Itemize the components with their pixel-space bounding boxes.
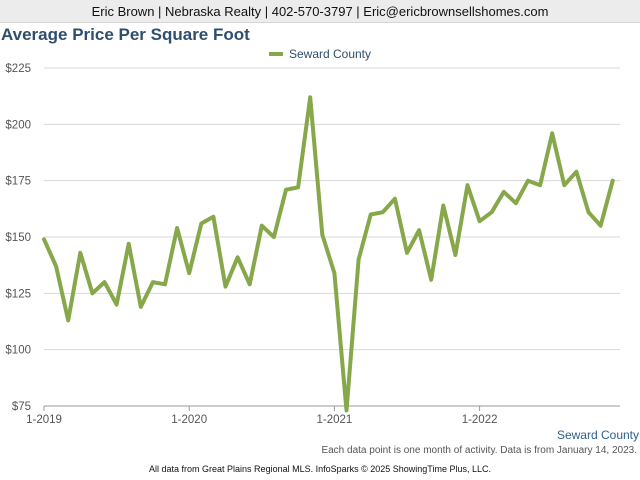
y-tick-label: $125 (5, 288, 31, 300)
y-axis: $75 $100 $125 $150 $175 $200 $225 (5, 63, 31, 413)
chart-legend[interactable]: Seward County (0, 46, 640, 62)
x-axis: 1-2019 1-2020 1-2021 1-2022 (26, 405, 620, 426)
data-point (562, 183, 566, 187)
data-point (187, 271, 191, 275)
legend-swatch (268, 52, 283, 56)
data-point (514, 201, 518, 205)
series-group (42, 95, 615, 413)
data-point (611, 179, 615, 183)
y-tick-label: $75 (12, 401, 31, 413)
data-point (42, 237, 46, 241)
contact-header: Eric Brown | Nebraska Realty | 402-570-3… (0, 0, 640, 23)
data-point (54, 264, 58, 268)
y-tick-label: $200 (5, 119, 31, 131)
y-tick-label: $225 (5, 63, 31, 75)
data-point (163, 282, 167, 286)
data-point (574, 170, 578, 174)
y-tick-label: $100 (5, 345, 31, 357)
data-point (103, 280, 107, 284)
data-point (211, 215, 215, 219)
data-point (587, 210, 591, 214)
data-point (502, 190, 506, 194)
chart-title: Average Price Per Square Foot (1, 25, 250, 44)
x-tick-label: 1-2022 (462, 414, 498, 426)
data-point (393, 197, 397, 201)
data-point (296, 185, 300, 189)
data-point (381, 210, 385, 214)
data-point (526, 179, 530, 183)
data-point (151, 280, 155, 284)
data-point (550, 131, 554, 135)
data-point (417, 228, 421, 232)
data-point (308, 95, 312, 99)
data-point (127, 242, 131, 246)
grid-lines (44, 67, 620, 407)
data-point (66, 318, 70, 322)
data-point (236, 255, 240, 259)
data-point (224, 285, 228, 289)
data-point (538, 183, 542, 187)
data-point (405, 251, 409, 255)
y-tick-label: $175 (5, 176, 31, 188)
series-line-seward-county (42, 95, 615, 413)
data-point (429, 278, 433, 282)
data-point (90, 291, 94, 295)
data-point (441, 203, 445, 207)
data-point (478, 219, 482, 223)
data-point (272, 235, 276, 239)
data-point (175, 226, 179, 230)
data-point (115, 303, 119, 307)
legend-label: Seward County (288, 47, 372, 61)
data-point (320, 233, 324, 237)
x-tick-label: 1-2020 (171, 414, 207, 426)
footer-credit: All data from Great Plains Regional MLS.… (149, 464, 491, 474)
data-note: Each data point is one month of activity… (321, 445, 637, 456)
data-point (199, 221, 203, 225)
data-point (466, 183, 470, 187)
contact-text: Eric Brown | Nebraska Realty | 402-570-3… (91, 3, 549, 19)
data-point (139, 305, 143, 309)
data-point (332, 271, 336, 275)
data-point (369, 212, 373, 216)
data-point (490, 210, 494, 214)
data-point (260, 224, 264, 228)
data-point (78, 251, 82, 255)
series-label: Seward County (556, 428, 639, 442)
x-tick-label: 1-2021 (316, 414, 352, 426)
data-point (453, 253, 457, 257)
y-tick-label: $150 (5, 232, 31, 244)
data-point (599, 224, 603, 228)
data-point (284, 188, 288, 192)
data-point (357, 258, 361, 262)
data-point (345, 409, 349, 413)
data-point (248, 282, 252, 286)
x-tick-label: 1-2019 (26, 414, 62, 426)
